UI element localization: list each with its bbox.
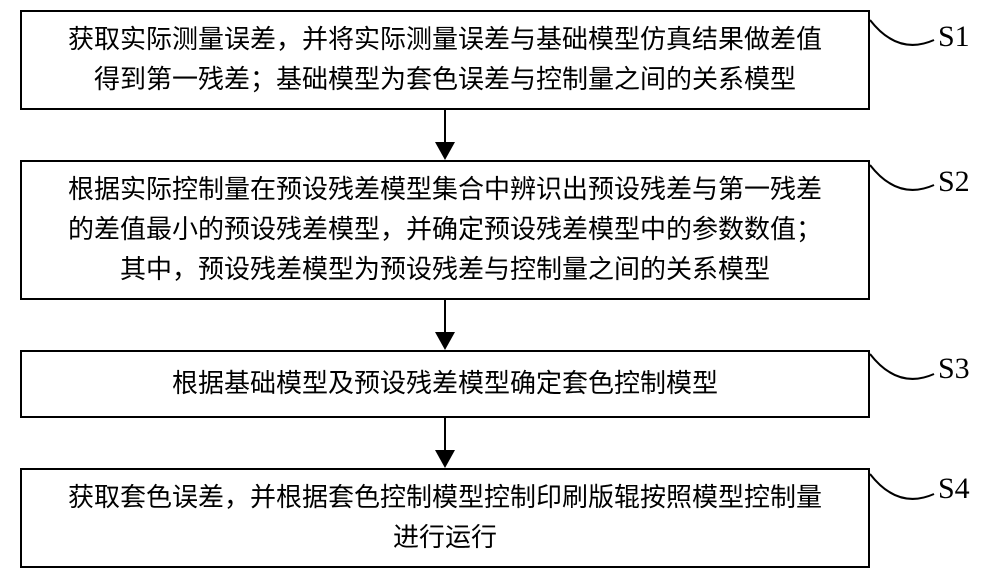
step-s2-label: S2 [938, 165, 970, 199]
step-s2-leader [868, 163, 938, 203]
step-s3-line1: 根据基础模型及预设残差模型确定套色控制模型 [172, 369, 718, 398]
step-s2-box: 根据实际控制量在预设残差模型集合中辨识出预设残差与第一残差 的差值最小的预设残差… [20, 160, 870, 300]
step-s4-line1: 获取套色误差，并根据套色控制模型控制印刷版辊按照模型控制量 [68, 483, 822, 512]
step-s3-box: 根据基础模型及预设残差模型确定套色控制模型 [20, 350, 870, 418]
step-s4-box: 获取套色误差，并根据套色控制模型控制印刷版辊按照模型控制量 进行运行 [20, 468, 870, 568]
step-s4-leader [868, 472, 938, 512]
step-s1-label: S1 [938, 20, 970, 54]
step-s1-box: 获取实际测量误差，并将实际测量误差与基础模型仿真结果做差值 得到第一残差；基础模… [20, 10, 870, 110]
arrow-s3-s4-head [435, 450, 455, 468]
step-s1-line1: 获取实际测量误差，并将实际测量误差与基础模型仿真结果做差值 [68, 25, 822, 54]
step-s2-line1: 根据实际控制量在预设残差模型集合中辨识出预设残差与第一残差 [68, 175, 822, 204]
step-s3-label: S3 [938, 352, 970, 386]
step-s1-leader [868, 18, 938, 58]
step-s4-line2: 进行运行 [393, 523, 497, 552]
arrow-s2-s3-head [435, 332, 455, 350]
flowchart-canvas: 获取实际测量误差，并将实际测量误差与基础模型仿真结果做差值 得到第一残差；基础模… [0, 0, 1000, 588]
arrow-s2-s3-line [444, 300, 446, 332]
step-s1-line2: 得到第一残差；基础模型为套色误差与控制量之间的关系模型 [94, 65, 796, 94]
step-s4-text: 获取套色误差，并根据套色控制模型控制印刷版辊按照模型控制量 进行运行 [62, 478, 828, 559]
arrow-s1-s2-line [444, 110, 446, 142]
step-s3-text: 根据基础模型及预设残差模型确定套色控制模型 [166, 364, 724, 404]
step-s3-leader [868, 352, 938, 392]
step-s4-label: S4 [938, 472, 970, 506]
step-s2-text: 根据实际控制量在预设残差模型集合中辨识出预设残差与第一残差 的差值最小的预设残差… [62, 170, 828, 291]
arrow-s1-s2-head [435, 142, 455, 160]
arrow-s3-s4-line [444, 418, 446, 450]
step-s2-line3: 其中，预设残差模型为预设残差与控制量之间的关系模型 [120, 255, 770, 284]
step-s2-line2: 的差值最小的预设残差模型，并确定预设残差模型中的参数数值； [68, 215, 822, 244]
step-s1-text: 获取实际测量误差，并将实际测量误差与基础模型仿真结果做差值 得到第一残差；基础模… [62, 20, 828, 101]
